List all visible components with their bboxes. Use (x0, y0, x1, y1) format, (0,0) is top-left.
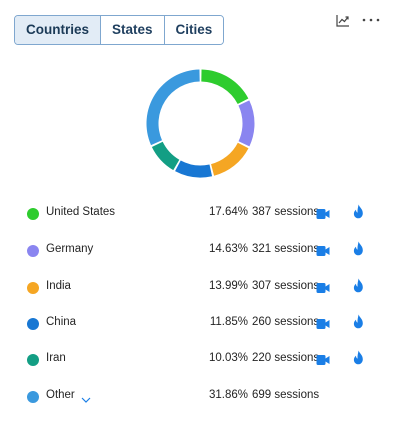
legend-dot (27, 282, 39, 294)
video-camera-icon[interactable] (316, 353, 330, 365)
donut-slice-other[interactable] (146, 69, 200, 146)
video-camera-icon[interactable] (316, 281, 330, 293)
donut-chart (146, 69, 255, 178)
location-name: United States (46, 206, 116, 218)
location-sessions: 387 sessions (252, 206, 320, 218)
location-sessions: 699 sessions (252, 389, 320, 401)
legend-dot (27, 391, 39, 403)
location-percent: 17.64% (208, 206, 248, 218)
more-horizontal-icon[interactable] (360, 11, 382, 29)
list-item[interactable]: Other 31.86% 699 sessions (0, 386, 400, 408)
donut-slice-india[interactable] (211, 142, 249, 176)
location-name: Germany (46, 243, 94, 255)
location-name: Iran (46, 352, 66, 364)
tab-countries[interactable]: Countries (15, 16, 101, 44)
list-item[interactable]: Iran 10.03% 220 sessions (0, 349, 400, 371)
legend-dot (27, 318, 39, 330)
chevron-down-icon[interactable] (81, 391, 91, 403)
donut-slice-united-states[interactable] (201, 69, 249, 105)
donut-slice-germany[interactable] (238, 100, 255, 147)
list-item[interactable]: United States 17.64% 387 sessions (0, 203, 400, 225)
flame-icon[interactable] (353, 278, 364, 293)
tab-cities[interactable]: Cities (163, 16, 224, 44)
location-percent: 10.03% (208, 352, 248, 364)
donut-slice-iran[interactable] (151, 141, 180, 171)
location-sessions: 260 sessions (252, 316, 320, 328)
video-camera-icon[interactable] (316, 244, 330, 256)
location-name: India (46, 280, 71, 292)
location-percent: 14.63% (208, 243, 248, 255)
location-sessions: 220 sessions (252, 352, 320, 364)
location-sessions: 307 sessions (252, 280, 320, 292)
location-percent: 11.85% (209, 316, 248, 328)
location-sessions: 321 sessions (252, 243, 320, 255)
video-camera-icon[interactable] (316, 317, 330, 329)
flame-icon[interactable] (353, 350, 364, 365)
location-percent: 13.99% (208, 280, 248, 292)
legend-dot (27, 354, 39, 366)
list-item[interactable]: Germany 14.63% 321 sessions (0, 240, 400, 262)
location-name: China (46, 316, 77, 328)
location-percent: 31.86% (208, 389, 248, 401)
trend-chart-icon[interactable] (334, 11, 352, 29)
tab-states[interactable]: States (100, 16, 164, 44)
list-item[interactable]: India 13.99% 307 sessions (0, 277, 400, 299)
location-tabs: Countries States Cities (14, 15, 225, 45)
location-name: Other (46, 389, 75, 401)
legend-dot (27, 245, 39, 257)
legend-dot (27, 208, 39, 220)
donut-slice-china[interactable] (175, 160, 213, 178)
video-camera-icon[interactable] (316, 207, 330, 219)
flame-icon[interactable] (353, 314, 364, 329)
list-item[interactable]: China 11.85% 260 sessions (0, 313, 400, 335)
flame-icon[interactable] (353, 204, 364, 219)
flame-icon[interactable] (353, 241, 364, 256)
